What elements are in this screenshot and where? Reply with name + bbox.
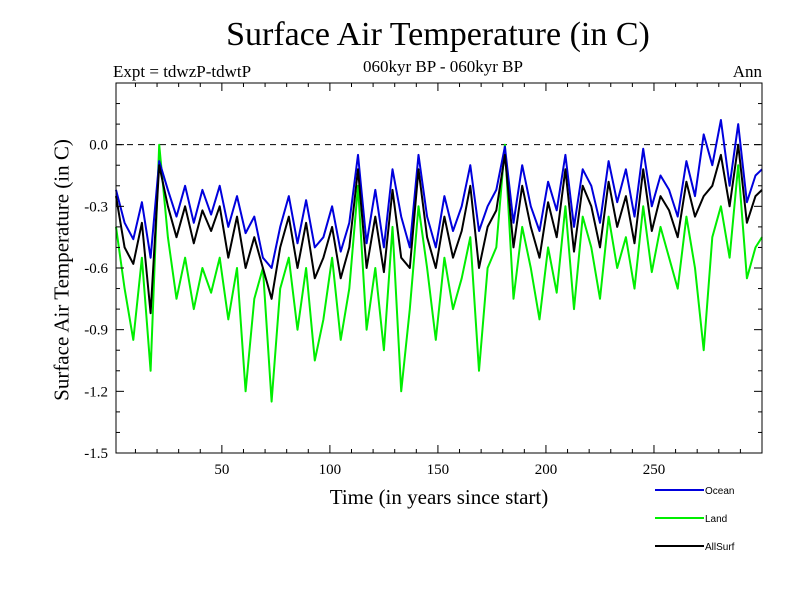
x-tick-label: 200 (535, 462, 558, 478)
y-tick-label: 0.0 (89, 138, 108, 154)
y-tick-label: -1.5 (84, 446, 108, 462)
chart-title: Surface Air Temperature (in C) (226, 16, 650, 53)
legend-label-allsurf: AllSurf (705, 542, 735, 553)
x-tick-label: 150 (427, 462, 450, 478)
y-tick-label: -0.3 (84, 199, 108, 215)
legend: Ocean Land AllSurf (655, 486, 735, 553)
series-line-land (115, 143, 763, 403)
x-axis-label: Time (in years since start) (329, 485, 549, 509)
chart-subtitle: 060kyr BP - 060kyr BP (363, 57, 523, 76)
y-tick-label: -1.2 (84, 384, 108, 400)
series-line-ocean (115, 119, 763, 269)
x-tick-label: 100 (319, 462, 342, 478)
experiment-label: Expt = tdwzP-tdwtP (113, 62, 252, 81)
x-tick-label: 250 (643, 462, 666, 478)
series-line-allsurf (115, 143, 763, 315)
axis-layer: 50 100 150 200 250 -1.5 -1.2 -0.9 -0.6 -0.3 0.0 (84, 82, 763, 478)
plot-frame (115, 82, 763, 454)
legend-label-land: Land (705, 514, 727, 525)
y-tick-label: -0.6 (84, 261, 108, 277)
season-label: Ann (732, 62, 762, 81)
x-tick-label: 50 (214, 462, 229, 478)
y-tick-label: -0.9 (84, 323, 108, 339)
legend-label-ocean: Ocean (705, 486, 734, 497)
series-layer (115, 119, 763, 403)
